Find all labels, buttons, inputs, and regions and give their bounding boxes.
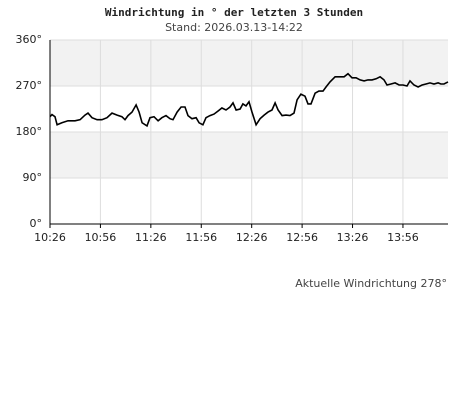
x-tick-label: 10:26: [34, 231, 66, 244]
y-tick-label: 90°: [23, 171, 43, 184]
chart-subtitle: Stand: 2026.03.13-14:22: [165, 21, 303, 34]
chart-title: Windrichtung in ° der letzten 3 Stunden: [105, 6, 363, 19]
y-tick-label: 180°: [16, 125, 43, 138]
x-tick-label: 10:56: [85, 231, 117, 244]
x-tick-label: 12:26: [236, 231, 268, 244]
line: [49, 72, 449, 128]
x-tick-label: 11:56: [185, 231, 217, 244]
band: [50, 132, 448, 178]
y-tick-label: 270°: [16, 79, 43, 92]
annotation: Aktuelle Windrichtung 278°: [295, 277, 447, 290]
band: [50, 40, 448, 86]
x-tick-label: 11:26: [135, 231, 167, 244]
x-tick-label: 12:56: [286, 231, 318, 244]
y-tick-label: 360°: [16, 33, 43, 46]
x-tick-label: 13:56: [387, 231, 419, 244]
x-tick-label: 13:26: [337, 231, 369, 244]
y-tick-label: 0°: [30, 217, 43, 230]
